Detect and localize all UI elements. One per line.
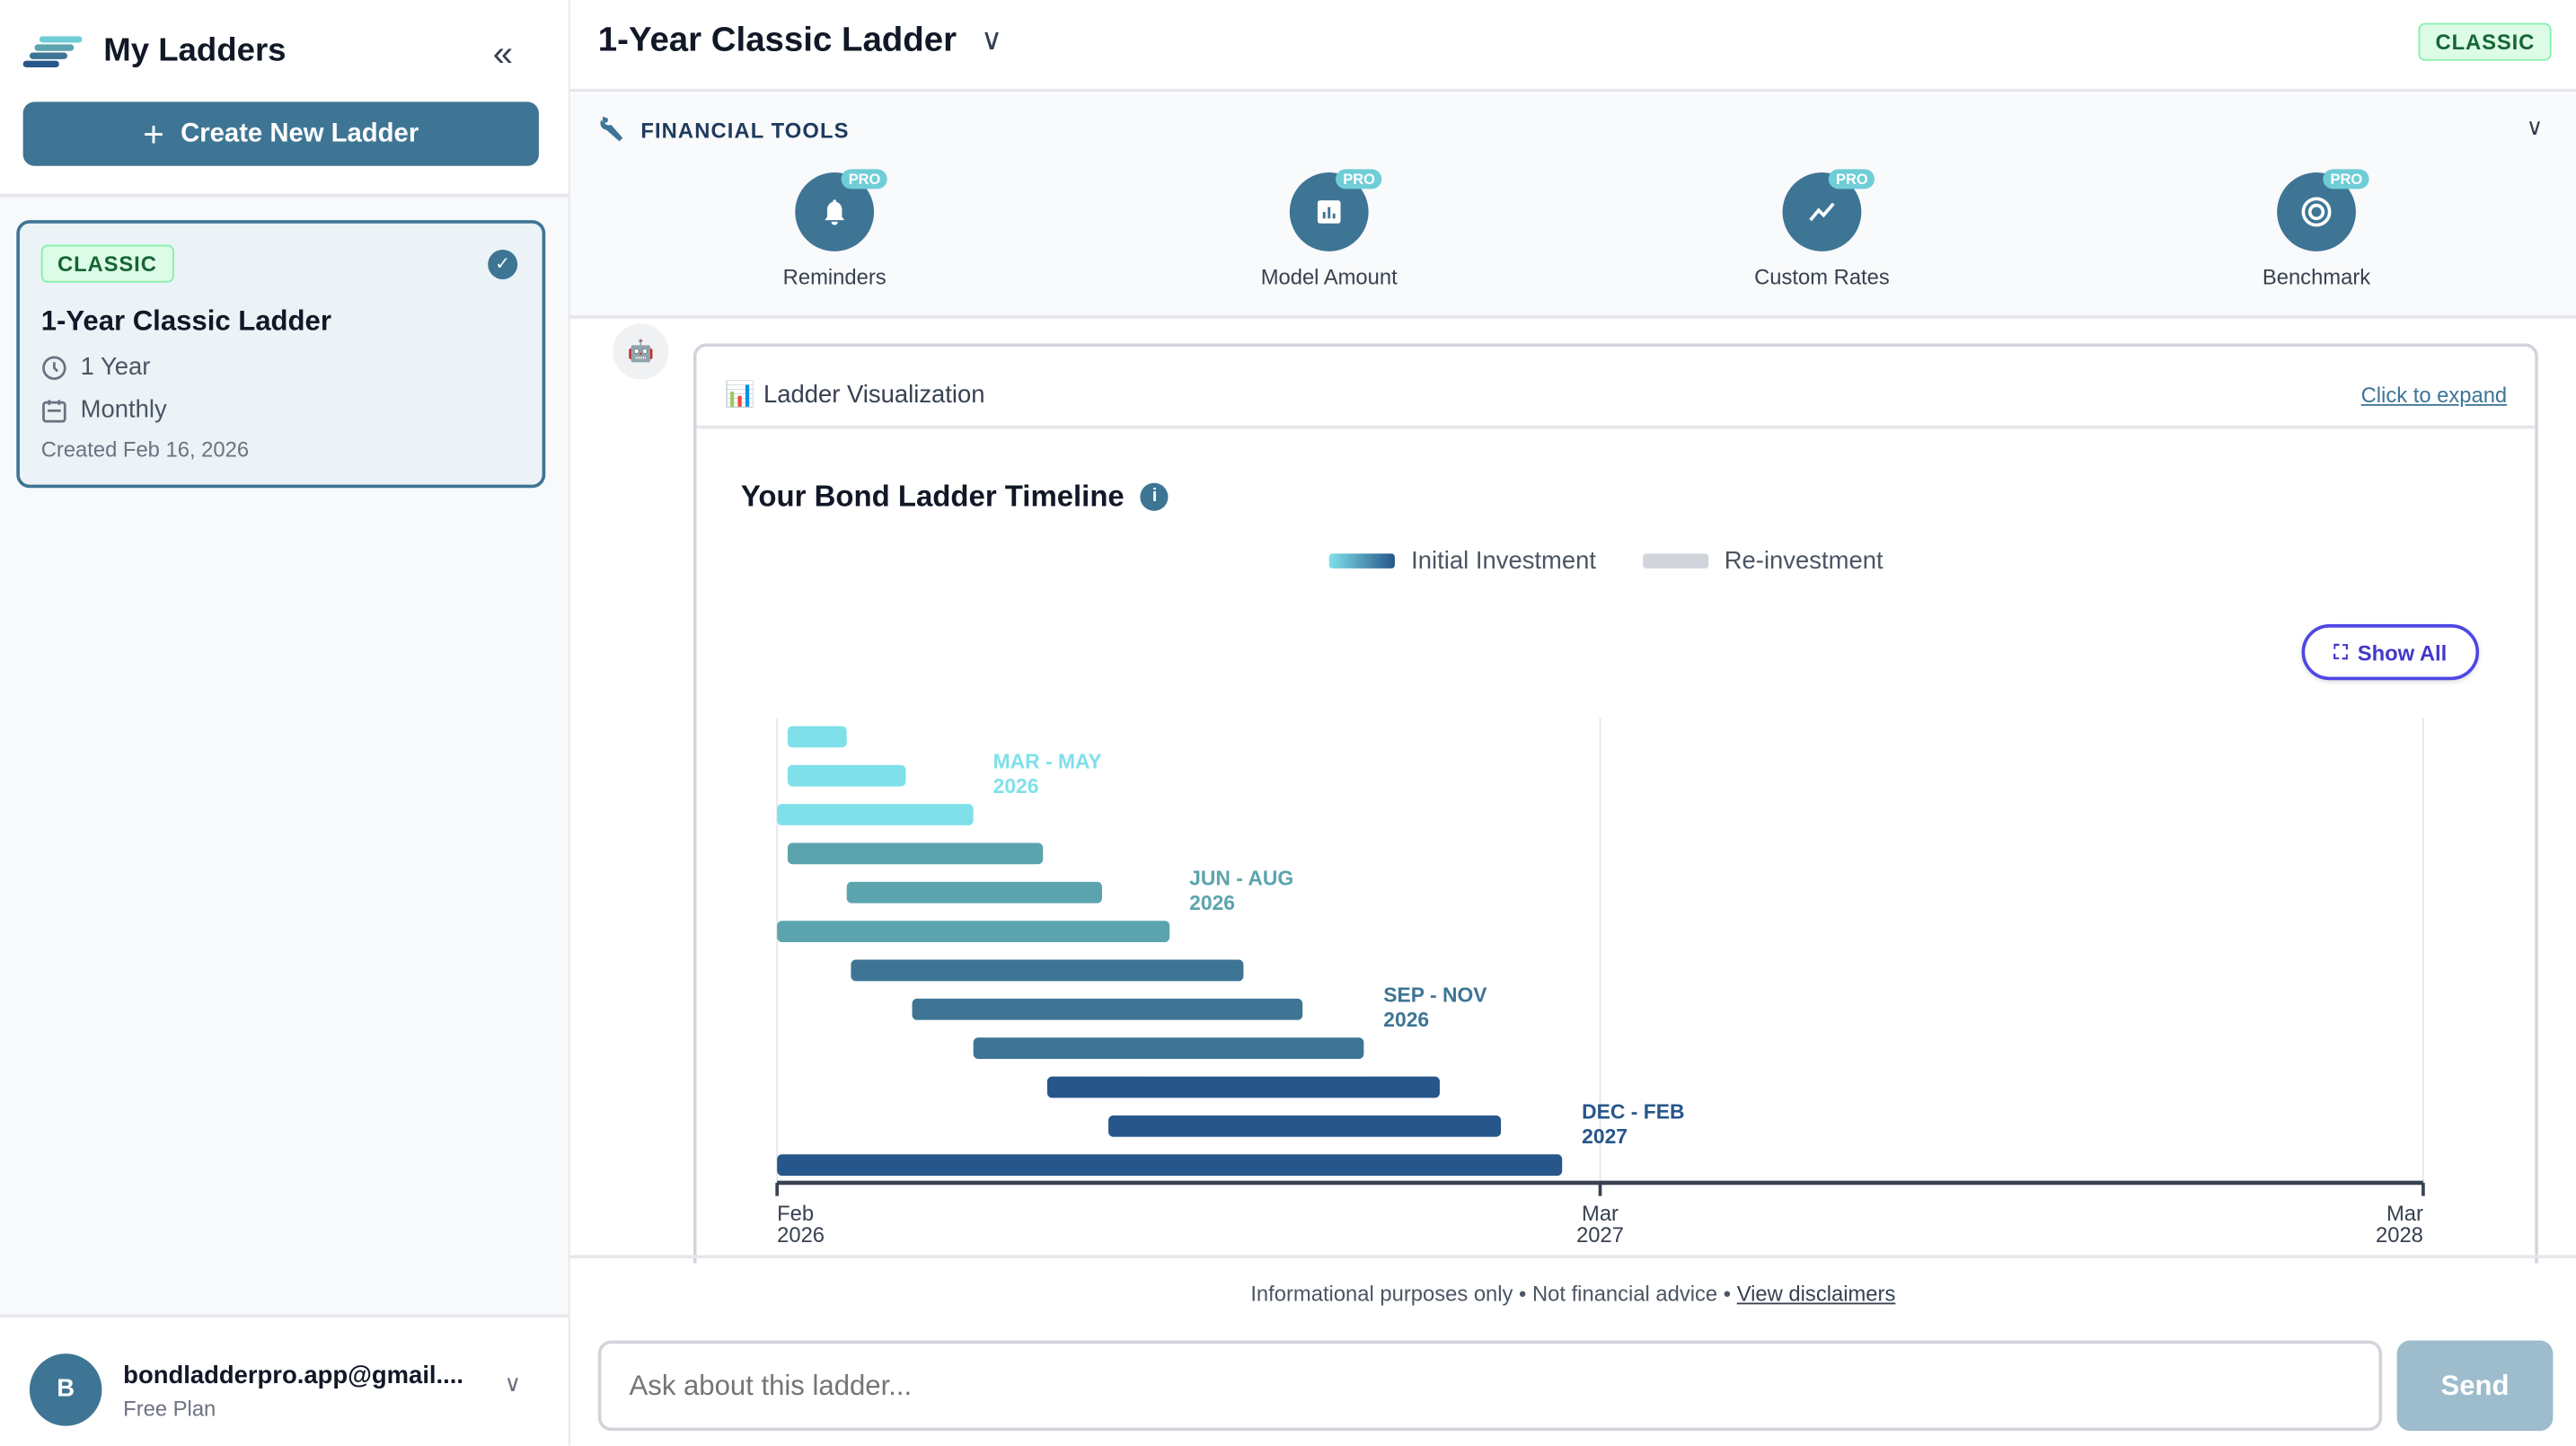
ladder-term: 1 Year [41, 353, 151, 382]
tool-custom-rates[interactable]: PRO Custom Rates [1707, 169, 1936, 289]
tool-benchmark[interactable]: PRO Benchmark [2201, 169, 2431, 289]
avatar: B [29, 1353, 102, 1426]
tool-model-amount[interactable]: PRO Model Amount [1214, 169, 1444, 289]
tool-label: Custom Rates [1754, 264, 1890, 289]
disclaimer-text: Informational purposes only • Not financ… [1250, 1281, 1737, 1307]
wrench-icon [600, 116, 623, 142]
x-tick-label: 2026 [777, 1223, 825, 1248]
collapse-tools-chevron-icon[interactable]: ∨ [2526, 113, 2544, 140]
plus-icon: + [143, 112, 164, 154]
selected-check-icon: ✓ [488, 250, 518, 279]
app-logo-icon [22, 36, 83, 67]
viz-title-text: Ladder Visualization [763, 380, 985, 409]
ladder-bar [851, 959, 1244, 982]
group-label: SEP - NOV [1383, 983, 1487, 1007]
viz-title: 📊 Ladder Visualization [724, 380, 985, 410]
collapse-sidebar-icon[interactable]: « [492, 32, 514, 75]
tool-label: Reminders [782, 264, 887, 289]
user-menu[interactable]: B bondladderpro.app@gmail.... Free Plan … [0, 1314, 569, 1446]
x-tick-label: Mar [1582, 1202, 1619, 1226]
target-icon [2301, 197, 2332, 227]
pro-badge: PRO [842, 169, 887, 190]
disclaimer-note: Informational purposes only • Not financ… [569, 1255, 2576, 1320]
pro-badge: PRO [1336, 169, 1382, 190]
create-new-ladder-button[interactable]: + Create New Ladder [22, 101, 539, 166]
term-text: 1 Year [80, 353, 151, 382]
group-label: 2027 [1582, 1124, 1628, 1148]
tool-reminders[interactable]: PRO Reminders [719, 169, 949, 289]
ladder-type-badge: CLASSIC [40, 244, 174, 283]
create-label: Create New Ladder [181, 119, 419, 147]
x-tick-label: 2027 [1576, 1223, 1624, 1248]
chevron-down-icon[interactable]: ∨ [504, 1370, 522, 1397]
show-all-label: Show All [2357, 639, 2448, 665]
ladder-switch-chevron-icon[interactable]: ∨ [980, 22, 1003, 57]
group-label: 2026 [1189, 891, 1235, 914]
group-label: DEC - FEB [1582, 1100, 1684, 1124]
main-panel: 1-Year Classic Ladder ∨ CLASSIC FINANCIA… [569, 0, 2576, 1446]
ladder-bar [787, 842, 1044, 865]
send-button[interactable]: Send [2396, 1340, 2554, 1432]
chart-legend: Initial Investment Re-investment [1328, 547, 1883, 576]
ladder-type-badge: CLASSIC [2419, 22, 2552, 61]
ladder-bar [787, 726, 847, 748]
page-header: 1-Year Classic Ladder ∨ CLASSIC [569, 0, 2576, 93]
x-tick-label: Feb [777, 1202, 814, 1226]
calendar-icon [42, 399, 66, 422]
ladder-bar [846, 881, 1103, 904]
tool-label: Model Amount [1260, 264, 1398, 289]
bar-chart-emoji-icon: 📊 [724, 381, 755, 410]
ladder-bar [787, 764, 906, 787]
show-all-button[interactable]: ⛶ Show All [2301, 624, 2480, 681]
pro-badge: PRO [1829, 169, 1875, 190]
tool-label: Benchmark [2262, 264, 2371, 289]
group-label: MAR - MAY [993, 749, 1102, 772]
ladder-bar [973, 1037, 1364, 1060]
ladder-bar [777, 804, 974, 825]
ladder-bar [912, 998, 1303, 1020]
group-label: JUN - AUG [1189, 867, 1293, 890]
view-disclaimers-link[interactable]: View disclaimers [1736, 1281, 1896, 1307]
click-to-expand-link[interactable]: Click to expand [2360, 383, 2508, 408]
page-title[interactable]: 1-Year Classic Ladder [597, 21, 957, 59]
sidebar-title: My Ladders [103, 32, 287, 69]
ladder-bar [777, 1154, 1563, 1177]
user-plan: Free Plan [123, 1396, 216, 1422]
ladder-visualization-card: 📊 Ladder Visualization Click to expand Y… [693, 343, 2538, 1264]
ask-input[interactable] [597, 1340, 2383, 1432]
frequency-text: Monthly [80, 395, 167, 424]
x-tick-label: Mar [2386, 1202, 2423, 1226]
legend-swatch-initial [1328, 553, 1395, 569]
legend-swatch-reinvestment [1642, 553, 1708, 569]
ladder-bar [1046, 1076, 1440, 1098]
ladder-bar [777, 921, 1170, 942]
ladder-bar [1108, 1115, 1502, 1137]
legend-label-initial: Initial Investment [1411, 547, 1597, 576]
chart-title: Your Bond Ladder Timeline i [741, 480, 1169, 514]
ladder-card-title: 1-Year Classic Ladder [40, 305, 331, 337]
user-email: bondladderpro.app@gmail.... [123, 1362, 464, 1390]
ladder-card[interactable]: CLASSIC ✓ 1-Year Classic Ladder 1 Year M… [16, 220, 546, 489]
assistant-robot-icon: 🤖 [613, 323, 669, 380]
x-tick-label: 2028 [2376, 1223, 2423, 1248]
ladder-frequency: Monthly [41, 396, 167, 424]
group-label: 2026 [993, 774, 1039, 798]
sidebar: My Ladders « + Create New Ladder CLASSIC… [0, 0, 570, 1446]
financial-tools-panel: FINANCIAL TOOLS ∨ PRO Reminders PRO Mode… [569, 93, 2576, 319]
bar-chart-icon [1317, 200, 1341, 224]
group-label: 2026 [1383, 1008, 1429, 1031]
sidebar-header: My Ladders « + Create New Ladder [0, 0, 569, 198]
expand-icon: ⛶ [2333, 639, 2348, 664]
tools-label: FINANCIAL TOOLS [640, 118, 850, 144]
bell-icon [825, 199, 845, 225]
created-date: Created Feb 16, 2026 [40, 436, 250, 462]
pro-badge: PRO [2324, 169, 2369, 190]
viz-header: 📊 Ladder Visualization Click to expand [696, 347, 2536, 429]
trend-line-icon [1809, 202, 1835, 222]
legend-label-reinvestment: Re-investment [1724, 547, 1883, 576]
info-icon[interactable]: i [1141, 482, 1169, 511]
clock-icon [42, 355, 66, 380]
chart-title-text: Your Bond Ladder Timeline [740, 480, 1125, 513]
